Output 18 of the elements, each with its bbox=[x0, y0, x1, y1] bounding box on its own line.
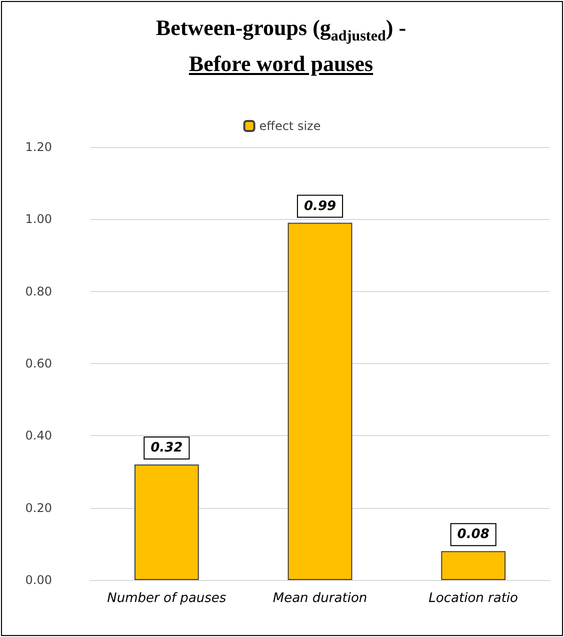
chart-title: Between-groups (g$_{adjusted}$) - Before word pauses bbox=[154, 14, 408, 78]
x-tick-label: Mean duration bbox=[272, 591, 368, 606]
y-tick-label: 0.80 bbox=[25, 284, 52, 298]
x-tick-label: Location ratio bbox=[428, 591, 518, 606]
y-tick-label: 0.60 bbox=[25, 356, 52, 370]
data-label: 0.32 bbox=[150, 440, 183, 456]
y-tick-label: 0.40 bbox=[25, 428, 52, 443]
legend-label: effect size bbox=[259, 119, 321, 133]
bar bbox=[441, 551, 506, 580]
y-tick-label: 1.00 bbox=[25, 212, 52, 226]
x-tick-label: Number of pauses bbox=[107, 591, 226, 606]
data-label: 0.99 bbox=[304, 198, 336, 214]
y-tick-label: 0.00 bbox=[25, 573, 52, 587]
y-tick-label: 1.20 bbox=[25, 140, 52, 154]
y-tick-label: 0.20 bbox=[25, 500, 52, 515]
bar bbox=[288, 222, 352, 580]
bar bbox=[134, 464, 199, 580]
data-label: 0.08 bbox=[457, 527, 490, 542]
